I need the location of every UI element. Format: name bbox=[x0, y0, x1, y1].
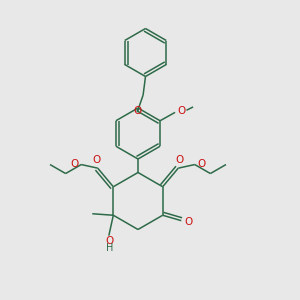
Text: H: H bbox=[106, 243, 113, 253]
Text: O: O bbox=[178, 106, 186, 116]
Text: O: O bbox=[105, 236, 113, 246]
Text: O: O bbox=[197, 159, 206, 169]
Text: O: O bbox=[176, 155, 184, 165]
Text: O: O bbox=[92, 155, 100, 165]
Text: O: O bbox=[185, 217, 193, 227]
Text: O: O bbox=[70, 159, 79, 169]
Text: O: O bbox=[134, 106, 142, 116]
